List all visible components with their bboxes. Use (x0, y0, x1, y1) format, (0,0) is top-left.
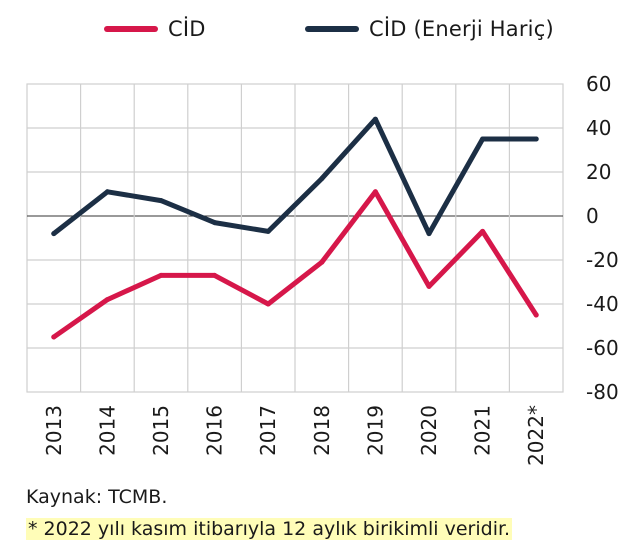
data-point-cid-energy-excluded (480, 136, 486, 142)
data-point-cid-energy-excluded (372, 116, 378, 122)
x-tick-label: 2015 (149, 405, 173, 456)
data-point-cid-energy-excluded (212, 220, 218, 226)
data-point-cid-energy-excluded (533, 136, 539, 142)
data-point-cid (212, 272, 218, 278)
legend-swatch-cid-energy-excluded (305, 26, 359, 32)
y-tick-label: 0 (586, 204, 599, 228)
x-tick-label: 2021 (471, 405, 495, 456)
y-tick-label: -60 (586, 336, 619, 360)
x-tick-label: 2017 (256, 405, 280, 456)
data-point-cid (426, 283, 432, 289)
data-point-cid-energy-excluded (104, 189, 110, 195)
legend-swatch-cid (104, 26, 158, 32)
y-tick-label: 40 (586, 116, 611, 140)
y-tick-label: 20 (586, 160, 611, 184)
data-point-cid (319, 259, 325, 265)
data-point-cid (158, 272, 164, 278)
x-tick-label: 2020 (417, 405, 441, 456)
y-tick-label: 60 (586, 72, 611, 96)
data-point-cid-energy-excluded (158, 198, 164, 204)
x-tick-label: 2018 (310, 405, 334, 456)
data-point-cid (372, 189, 378, 195)
data-point-cid-energy-excluded (265, 228, 271, 234)
x-tick-label: 2013 (42, 405, 66, 456)
data-point-cid (265, 301, 271, 307)
x-tick-label: 2016 (203, 405, 227, 456)
legend-item-cid: CİD (104, 14, 206, 44)
data-point-cid (480, 228, 486, 234)
y-tick-label: -20 (586, 248, 619, 272)
legend-item-cid-energy-excluded: CİD (Enerji Hariç) (305, 14, 554, 44)
series-line-cid (51, 189, 539, 340)
data-point-cid (51, 334, 57, 340)
series-line-cid-energy-excluded (51, 116, 539, 237)
data-point-cid-energy-excluded (319, 176, 325, 182)
chart-legend: CİD CİD (Enerji Hariç) (0, 14, 632, 44)
x-tick-label: 2022* (524, 405, 548, 466)
legend-label-cid: CİD (168, 17, 206, 41)
y-tick-label: -80 (586, 380, 619, 404)
source-note: Kaynak: TCMB. (26, 486, 168, 508)
x-tick-label: 2014 (95, 405, 119, 456)
data-point-cid (104, 297, 110, 303)
x-tick-label: 2019 (363, 405, 387, 456)
y-tick-label: -40 (586, 292, 619, 316)
data-point-cid (533, 312, 539, 318)
legend-label-cid-energy-excluded: CİD (Enerji Hariç) (369, 17, 554, 41)
data-point-cid-energy-excluded (426, 231, 432, 237)
footnote: * 2022 yılı kasım itibarıyla 12 aylık bi… (26, 518, 513, 540)
data-point-cid-energy-excluded (51, 231, 57, 237)
